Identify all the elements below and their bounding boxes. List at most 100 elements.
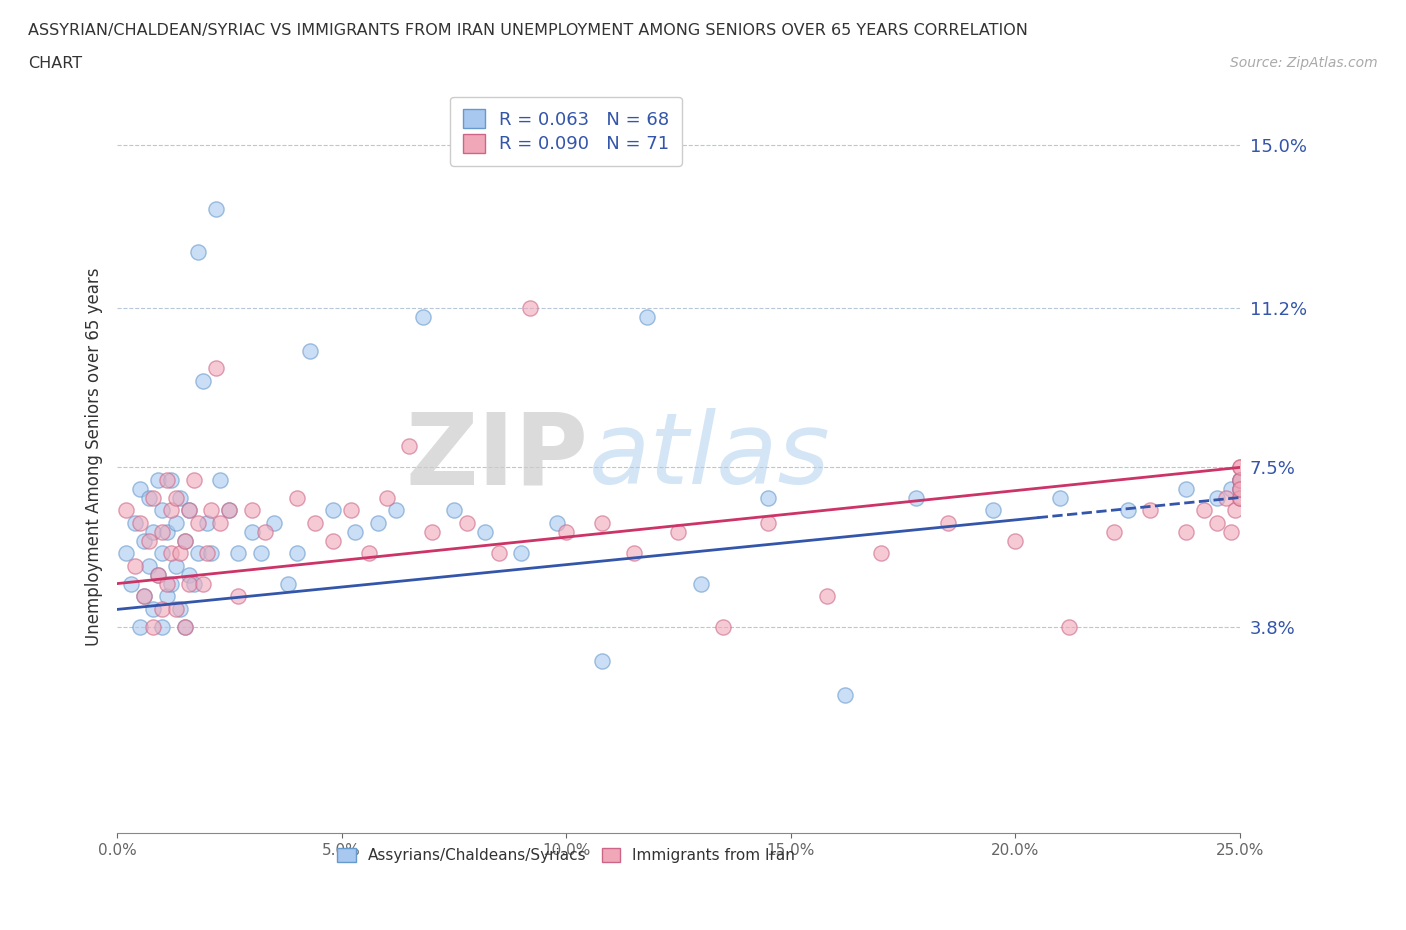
Point <box>668 525 690 539</box>
Point <box>191 577 214 591</box>
Point <box>443 503 465 518</box>
Point <box>146 567 169 582</box>
Point <box>240 525 263 539</box>
Point <box>155 589 177 604</box>
Point <box>488 546 510 561</box>
Text: atlas: atlas <box>589 408 831 505</box>
Y-axis label: Unemployment Among Seniors over 65 years: Unemployment Among Seniors over 65 years <box>86 268 103 646</box>
Point <box>263 516 285 531</box>
Point <box>1174 482 1197 497</box>
Point <box>187 245 209 259</box>
Point <box>160 546 183 561</box>
Point <box>150 503 173 518</box>
Point <box>150 525 173 539</box>
Point <box>1229 472 1251 487</box>
Point <box>981 503 1004 518</box>
Point <box>510 546 533 561</box>
Point <box>357 546 380 561</box>
Point <box>115 503 138 518</box>
Point <box>218 503 240 518</box>
Point <box>187 516 209 531</box>
Point <box>165 490 187 505</box>
Point <box>191 374 214 389</box>
Point <box>623 546 645 561</box>
Point <box>456 516 478 531</box>
Point <box>1057 619 1080 634</box>
Point <box>177 567 200 582</box>
Point <box>1206 490 1229 505</box>
Point <box>1174 525 1197 539</box>
Point <box>146 472 169 487</box>
Point <box>519 300 541 315</box>
Point <box>205 361 228 376</box>
Point <box>128 619 150 634</box>
Point <box>250 546 273 561</box>
Point <box>254 525 277 539</box>
Point <box>138 490 160 505</box>
Point <box>228 589 250 604</box>
Point <box>120 577 142 591</box>
Point <box>134 533 156 548</box>
Point <box>209 472 232 487</box>
Point <box>412 310 434 325</box>
Point <box>1229 490 1251 505</box>
Point <box>142 619 165 634</box>
Point <box>142 525 165 539</box>
Point <box>134 589 156 604</box>
Point <box>1116 503 1139 518</box>
Point <box>1004 533 1026 548</box>
Legend: Assyrians/Chaldeans/Syriacs, Immigrants from Iran: Assyrians/Chaldeans/Syriacs, Immigrants … <box>329 841 803 870</box>
Point <box>1229 482 1251 497</box>
Point <box>420 525 443 539</box>
Point <box>173 533 195 548</box>
Point <box>367 516 389 531</box>
Point <box>1229 490 1251 505</box>
Point <box>322 503 344 518</box>
Point <box>195 546 218 561</box>
Text: ASSYRIAN/CHALDEAN/SYRIAC VS IMMIGRANTS FROM IRAN UNEMPLOYMENT AMONG SENIORS OVER: ASSYRIAN/CHALDEAN/SYRIAC VS IMMIGRANTS F… <box>28 23 1028 38</box>
Point <box>209 516 232 531</box>
Point <box>124 516 146 531</box>
Point <box>834 688 856 703</box>
Point <box>169 546 191 561</box>
Point <box>205 202 228 217</box>
Point <box>1215 490 1237 505</box>
Point <box>200 503 222 518</box>
Point <box>134 589 156 604</box>
Point <box>277 577 299 591</box>
Point <box>285 490 308 505</box>
Point <box>1229 472 1251 487</box>
Point <box>173 619 195 634</box>
Point <box>155 472 177 487</box>
Point <box>1219 525 1241 539</box>
Point <box>165 602 187 617</box>
Point <box>1139 503 1161 518</box>
Point <box>1229 482 1251 497</box>
Point <box>165 559 187 574</box>
Point <box>155 577 177 591</box>
Point <box>173 619 195 634</box>
Point <box>1102 525 1125 539</box>
Point <box>690 577 713 591</box>
Point <box>169 602 191 617</box>
Point <box>869 546 891 561</box>
Point <box>322 533 344 548</box>
Point <box>1229 460 1251 475</box>
Point <box>1229 482 1251 497</box>
Point <box>285 546 308 561</box>
Point <box>200 546 222 561</box>
Point <box>1219 482 1241 497</box>
Point <box>1229 460 1251 475</box>
Text: CHART: CHART <box>28 56 82 71</box>
Point <box>1229 472 1251 487</box>
Point <box>1049 490 1071 505</box>
Point <box>195 516 218 531</box>
Point <box>138 533 160 548</box>
Point <box>591 516 613 531</box>
Point <box>177 503 200 518</box>
Point <box>177 503 200 518</box>
Point <box>713 619 735 634</box>
Point <box>146 567 169 582</box>
Point <box>756 516 779 531</box>
Point <box>160 577 183 591</box>
